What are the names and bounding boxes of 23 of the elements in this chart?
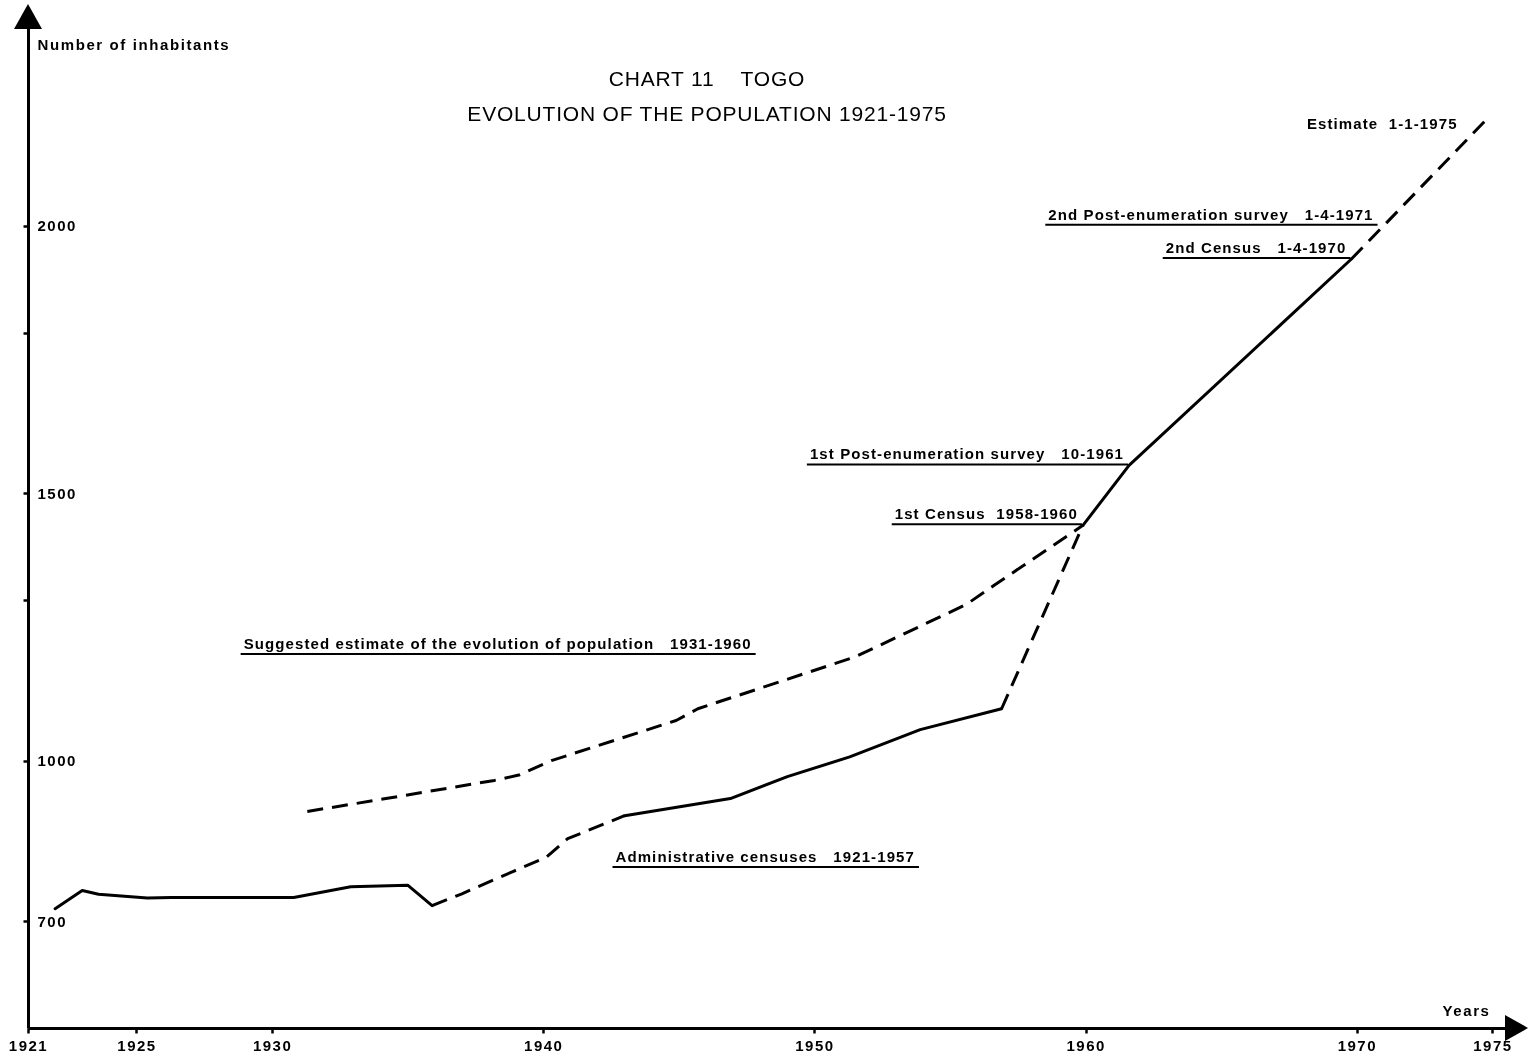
y-tick-label: 1000 bbox=[37, 752, 77, 770]
y-axis-title: Number of inhabitants bbox=[37, 35, 231, 53]
y-tick-label: 700 bbox=[37, 912, 68, 930]
annotation: Suggested estimate of the evolution of population 1931-1960 bbox=[243, 635, 752, 652]
annotation: 1st Census 1958-1960 bbox=[894, 505, 1078, 523]
text: CHART 11 TOGO bbox=[608, 67, 806, 90]
x-tick-label: 1921 bbox=[8, 1036, 49, 1054]
x-tick-label: 1970 bbox=[1337, 1036, 1378, 1054]
text: EVOLUTION OF THE POPULATION 1921-1975 bbox=[467, 102, 947, 125]
x-tick-label: 1940 bbox=[524, 1036, 564, 1054]
x-axis-title: Years bbox=[1442, 1001, 1491, 1019]
annotation: 2nd Census 1-4-1970 bbox=[1165, 239, 1347, 257]
y-tick-label: 1500 bbox=[37, 484, 77, 502]
annotation: 1st Post-enumeration survey 10-1961 bbox=[809, 445, 1125, 463]
annotation: Administrative censuses 1921-1957 bbox=[615, 848, 915, 865]
x-tick-label: 1960 bbox=[1066, 1036, 1106, 1054]
x-tick-label: 1950 bbox=[795, 1036, 835, 1054]
annotation: 2nd Post-enumeration survey 1-4-1971 bbox=[1048, 205, 1374, 223]
annotation: Estimate 1-1-1975 bbox=[1306, 114, 1458, 132]
y-tick-label: 2000 bbox=[37, 217, 77, 235]
x-tick-label: 1975 bbox=[1473, 1036, 1513, 1054]
x-tick-label: 1930 bbox=[252, 1036, 293, 1054]
x-tick-label: 1925 bbox=[117, 1036, 157, 1054]
